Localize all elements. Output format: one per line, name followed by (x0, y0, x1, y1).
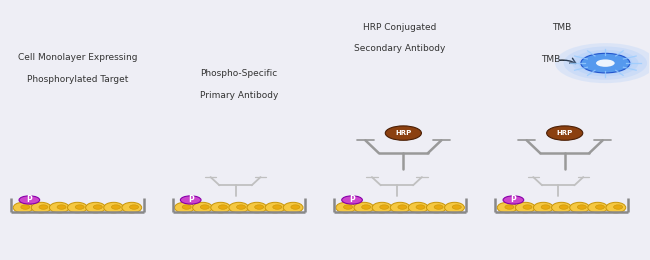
Ellipse shape (182, 205, 191, 209)
Ellipse shape (68, 202, 87, 213)
Ellipse shape (237, 205, 246, 209)
Circle shape (180, 196, 201, 204)
Ellipse shape (343, 205, 352, 209)
Ellipse shape (192, 202, 213, 213)
Text: TMB: TMB (541, 55, 560, 64)
Text: TMB: TMB (552, 23, 571, 32)
Ellipse shape (595, 205, 604, 209)
Ellipse shape (57, 205, 66, 209)
Ellipse shape (408, 202, 428, 213)
Circle shape (385, 126, 421, 140)
Ellipse shape (354, 202, 374, 213)
Ellipse shape (452, 205, 462, 209)
Ellipse shape (94, 205, 102, 209)
Ellipse shape (361, 205, 370, 209)
Circle shape (572, 50, 638, 76)
Text: P: P (349, 196, 355, 204)
Ellipse shape (13, 202, 33, 213)
Circle shape (19, 196, 40, 204)
Ellipse shape (49, 202, 69, 213)
Text: Cell Monolayer Expressing: Cell Monolayer Expressing (18, 54, 137, 62)
Ellipse shape (380, 205, 389, 209)
Text: HRP Conjugated: HRP Conjugated (363, 23, 437, 32)
Text: HRP: HRP (556, 130, 573, 136)
Text: Phosphorylated Target: Phosphorylated Target (27, 75, 128, 84)
Ellipse shape (218, 205, 227, 209)
Ellipse shape (265, 202, 285, 213)
Ellipse shape (336, 202, 356, 213)
Text: Primary Antibody: Primary Antibody (200, 91, 278, 100)
Ellipse shape (541, 205, 550, 209)
Ellipse shape (515, 202, 535, 213)
Circle shape (555, 43, 650, 83)
Ellipse shape (534, 202, 553, 213)
Text: P: P (27, 196, 32, 204)
Ellipse shape (569, 202, 590, 213)
Ellipse shape (523, 205, 532, 209)
Text: P: P (188, 196, 194, 204)
Text: P: P (510, 196, 516, 204)
Ellipse shape (445, 202, 464, 213)
Circle shape (578, 52, 632, 74)
Ellipse shape (614, 205, 623, 209)
Ellipse shape (174, 202, 194, 213)
Ellipse shape (273, 205, 282, 209)
Ellipse shape (21, 205, 30, 209)
Ellipse shape (606, 202, 626, 213)
Ellipse shape (426, 202, 447, 213)
Ellipse shape (552, 202, 571, 213)
Ellipse shape (434, 205, 443, 209)
Circle shape (503, 196, 524, 204)
Ellipse shape (39, 205, 48, 209)
Ellipse shape (111, 205, 120, 209)
Circle shape (581, 53, 630, 73)
Ellipse shape (129, 205, 138, 209)
Ellipse shape (497, 202, 517, 213)
Ellipse shape (416, 205, 425, 209)
Ellipse shape (229, 202, 249, 213)
Ellipse shape (247, 202, 266, 213)
Ellipse shape (577, 205, 586, 209)
Ellipse shape (559, 205, 568, 209)
Ellipse shape (31, 202, 51, 213)
Ellipse shape (211, 202, 231, 213)
Ellipse shape (390, 202, 410, 213)
Ellipse shape (122, 202, 142, 213)
Ellipse shape (255, 205, 264, 209)
Ellipse shape (291, 205, 300, 209)
Text: HRP: HRP (395, 130, 411, 136)
Circle shape (596, 59, 615, 67)
Ellipse shape (86, 202, 105, 213)
Ellipse shape (505, 205, 514, 209)
Ellipse shape (588, 202, 608, 213)
Text: Secondary Antibody: Secondary Antibody (354, 44, 446, 54)
Circle shape (564, 47, 647, 80)
Text: Phospho-Specific: Phospho-Specific (200, 69, 278, 78)
Ellipse shape (104, 202, 124, 213)
Ellipse shape (200, 205, 209, 209)
Ellipse shape (75, 205, 84, 209)
Ellipse shape (372, 202, 392, 213)
Circle shape (342, 196, 362, 204)
Ellipse shape (283, 202, 303, 213)
Circle shape (547, 126, 583, 140)
Ellipse shape (398, 205, 407, 209)
